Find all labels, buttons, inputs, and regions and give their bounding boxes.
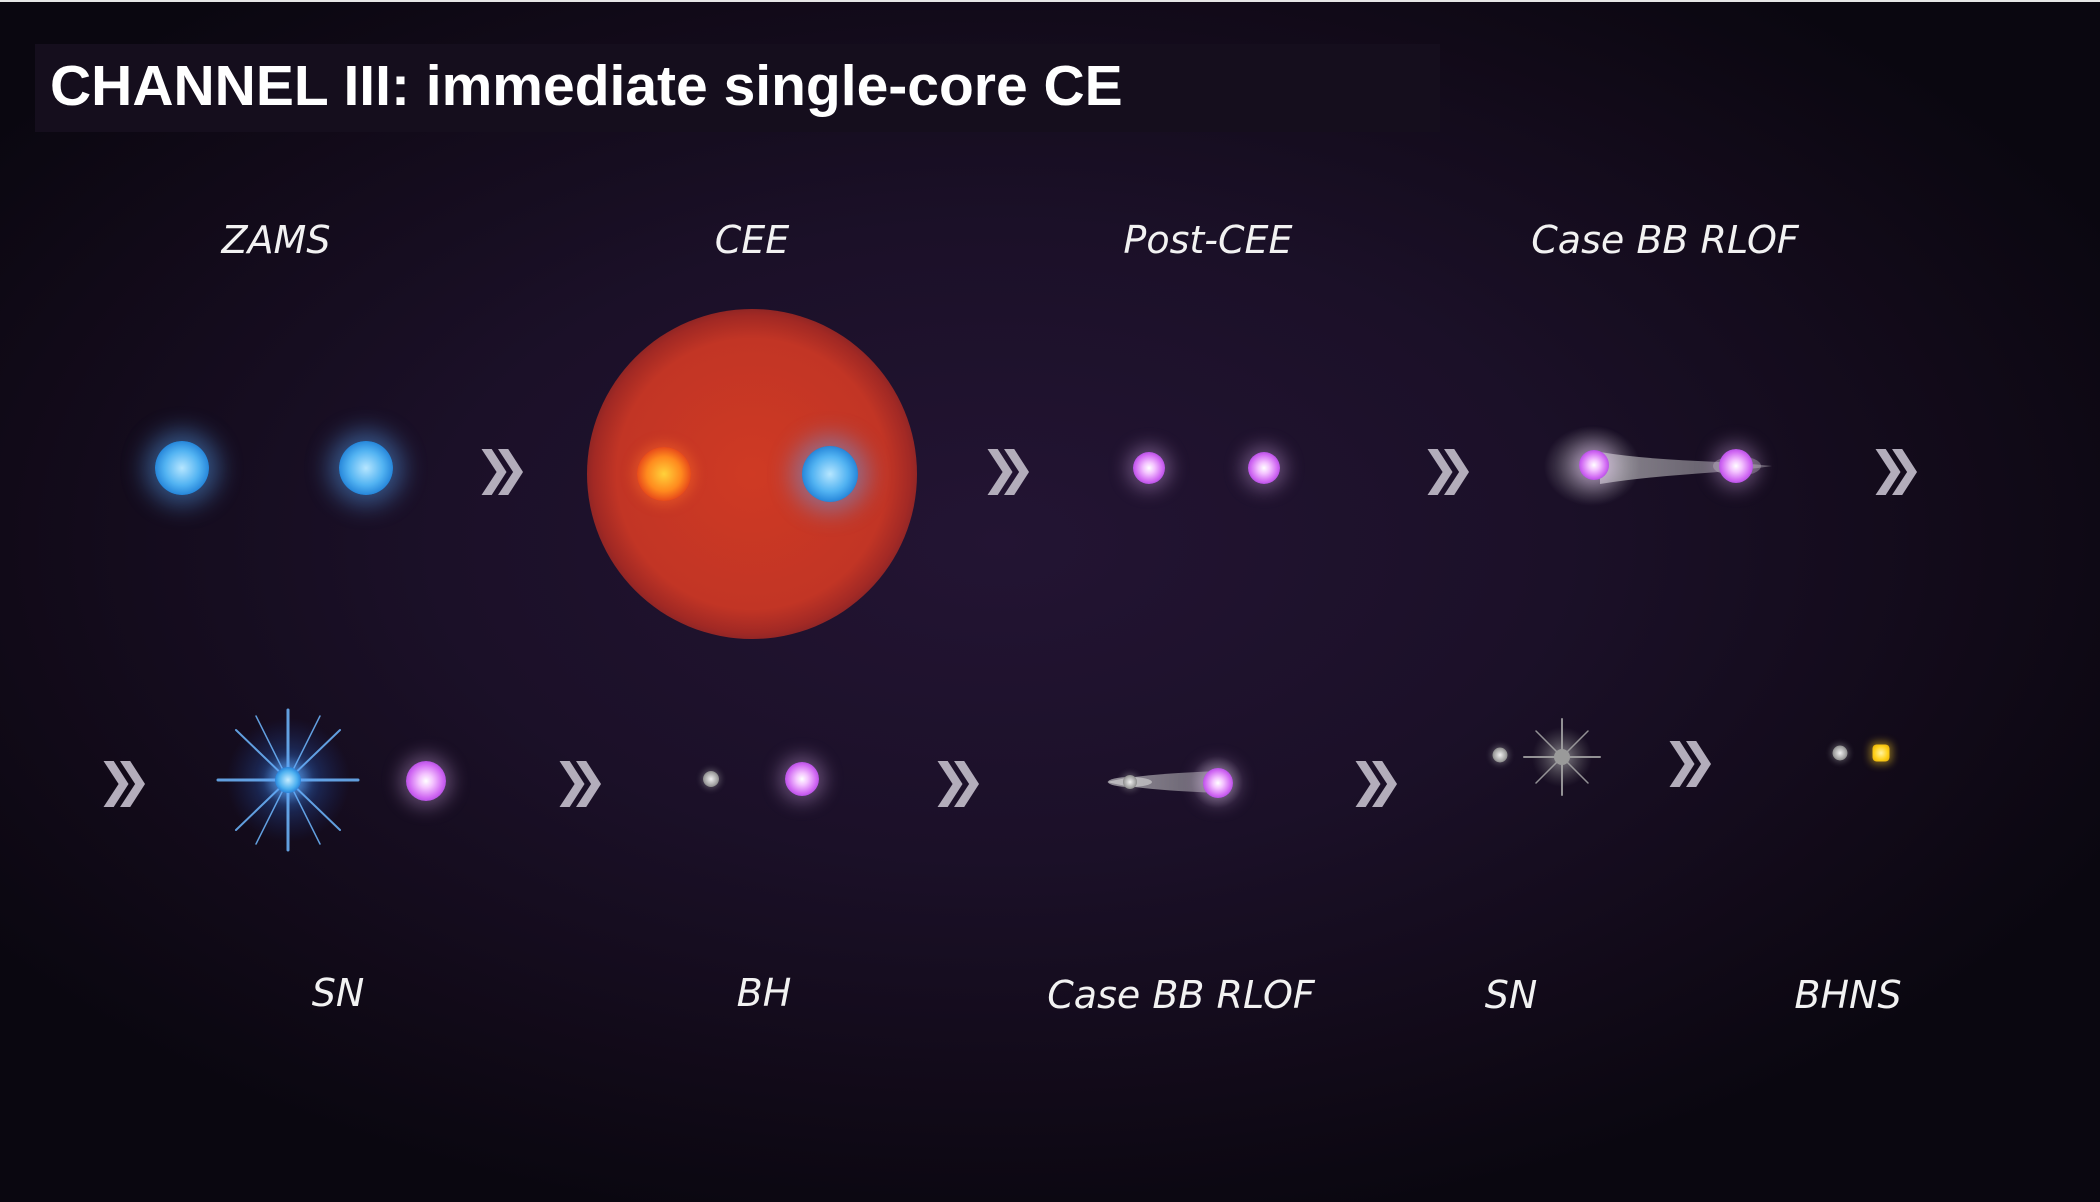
- stage-label-cee: CEE: [714, 218, 790, 262]
- stage-label-sn-2: SN: [1484, 973, 1538, 1017]
- rlof-black-hole: [1123, 775, 1137, 789]
- chevron-right-icon: ❯❯: [1662, 733, 1717, 787]
- chevron-right-icon: ❯❯: [930, 753, 985, 807]
- sn-companion-helium-star: [406, 761, 446, 801]
- post-cee-helium-star-1: [1133, 452, 1165, 484]
- title-bar: [35, 44, 1440, 132]
- stage-label-bhns: BHNS: [1794, 973, 1902, 1017]
- sn2-black-hole: [1492, 747, 1508, 763]
- zams-star-primary: [155, 441, 209, 495]
- chevron-right-icon: ❯❯: [1868, 441, 1923, 495]
- bhns-neutron-star: [1872, 744, 1890, 762]
- stage-label-case-bb-rlof-2: Case BB RLOF: [1047, 973, 1315, 1017]
- sn-core-remnant: [275, 767, 301, 793]
- page-title: CHANNEL III: immediate single-core CE: [50, 54, 1123, 118]
- stage-label-case-bb-rlof-1: Case BB RLOF: [1531, 218, 1799, 262]
- rlof-bottom-helium-star: [1203, 768, 1233, 798]
- chevron-right-icon: ❯❯: [1420, 441, 1475, 495]
- bh-companion-helium-star: [785, 762, 819, 796]
- chevron-right-icon: ❯❯: [1348, 753, 1403, 807]
- post-cee-helium-star-2: [1248, 452, 1280, 484]
- cee-companion-star: [802, 446, 858, 502]
- chevron-right-icon: ❯❯: [474, 441, 529, 495]
- rlof-accretor-helium-star: [1719, 449, 1753, 483]
- rlof-donor-helium-star: [1579, 450, 1609, 480]
- stage-label-zams: ZAMS: [221, 218, 331, 262]
- stage-label-post-cee: Post-CEE: [1123, 218, 1293, 262]
- zams-star-secondary: [339, 441, 393, 495]
- chevron-right-icon: ❯❯: [552, 753, 607, 807]
- stage-label-bh: BH: [736, 971, 792, 1015]
- bhns-black-hole: [1832, 745, 1848, 761]
- cee-giant-core: [637, 447, 691, 501]
- chevron-right-icon: ❯❯: [96, 753, 151, 807]
- stage-label-sn-1: SN: [311, 971, 365, 1015]
- black-hole: [703, 771, 719, 787]
- supernova-burst-2: [1523, 718, 1601, 796]
- chevron-right-icon: ❯❯: [980, 441, 1035, 495]
